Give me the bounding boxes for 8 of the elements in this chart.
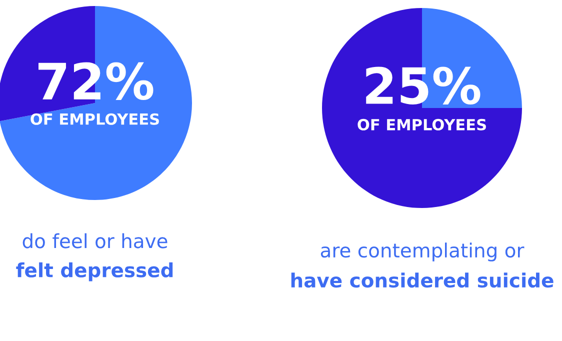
text: felt depressed <box>16 262 173 282</box>
data-label: 72% <box>38 62 154 100</box>
data-label: 25% <box>366 66 480 105</box>
text: are contemplating or <box>320 242 524 262</box>
text: do feel or have <box>22 233 168 248</box>
text: OF EMPLOYEES <box>30 113 159 125</box>
text: OF EMPLOYEES <box>358 118 486 130</box>
text: have considered suicide <box>291 272 554 288</box>
